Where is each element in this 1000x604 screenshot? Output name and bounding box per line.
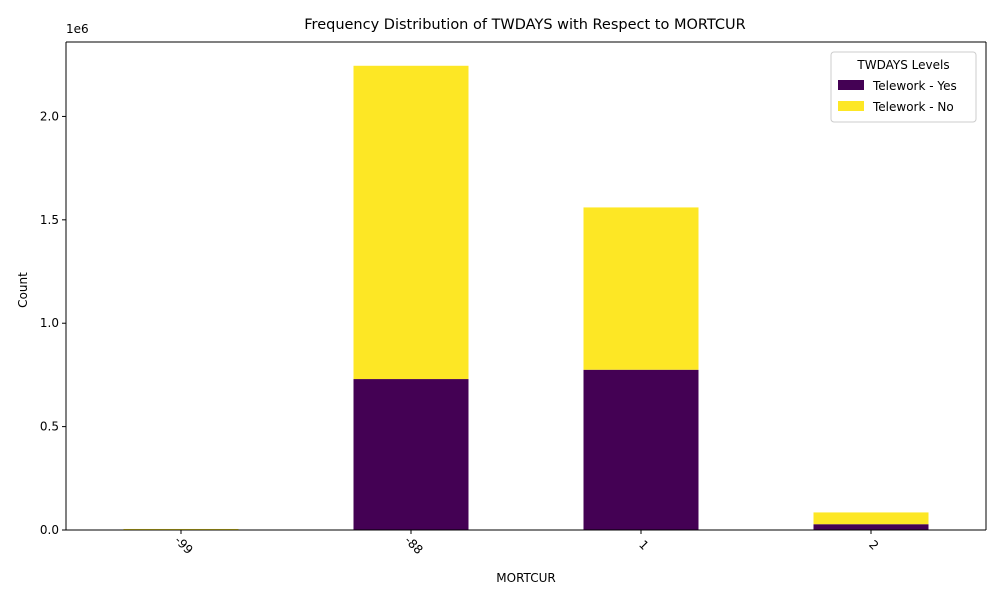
x-tick-label: 2 [866, 538, 881, 553]
legend-label: Telework - No [872, 100, 954, 114]
x-tick-label: -88 [402, 533, 426, 557]
chart-title: Frequency Distribution of TWDAYS with Re… [304, 17, 745, 33]
bar-2-telework-no [814, 512, 929, 524]
y-tick-label: 1.5 [40, 213, 59, 227]
bar-1-telework-yes [584, 370, 699, 530]
legend-swatch [838, 101, 864, 111]
y-axis-title: Count [16, 272, 30, 308]
bar--88-telework-no [354, 66, 469, 379]
legend-title: TWDAYS Levels [856, 58, 949, 72]
bar--88-telework-yes [354, 379, 469, 530]
y-tick-label: 0.0 [40, 523, 59, 537]
legend-swatch [838, 80, 864, 90]
y-axis-offset-label: 1e6 [66, 22, 89, 36]
y-tick-label: 0.5 [40, 420, 59, 434]
legend: TWDAYS Levels Telework - Yes Telework - No [831, 52, 976, 122]
y-tick-label: 2.0 [40, 109, 59, 123]
legend-label: Telework - Yes [872, 79, 957, 93]
x-axis-title: MORTCUR [496, 571, 555, 585]
bar-1-telework-no [584, 207, 699, 369]
x-tick-label: 1 [636, 538, 651, 553]
bars-layer [124, 66, 929, 530]
x-tick-label: -99 [172, 533, 196, 557]
bar-2-telework-yes [814, 524, 929, 530]
y-tick-label: 1.0 [40, 316, 59, 330]
